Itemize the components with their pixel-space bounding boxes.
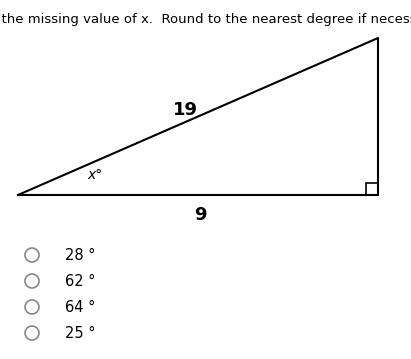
Text: x°: x° (88, 168, 103, 182)
Bar (366, 183, 378, 195)
Text: 25 °: 25 ° (65, 326, 95, 340)
Text: 28 °: 28 ° (65, 247, 95, 262)
Text: 62 °: 62 ° (65, 274, 95, 289)
Text: 9: 9 (194, 206, 206, 224)
Text: Find the missing value of x.  Round to the nearest degree if necessary.: Find the missing value of x. Round to th… (0, 13, 411, 26)
Text: 64 °: 64 ° (65, 299, 95, 314)
Text: 19: 19 (173, 101, 198, 119)
